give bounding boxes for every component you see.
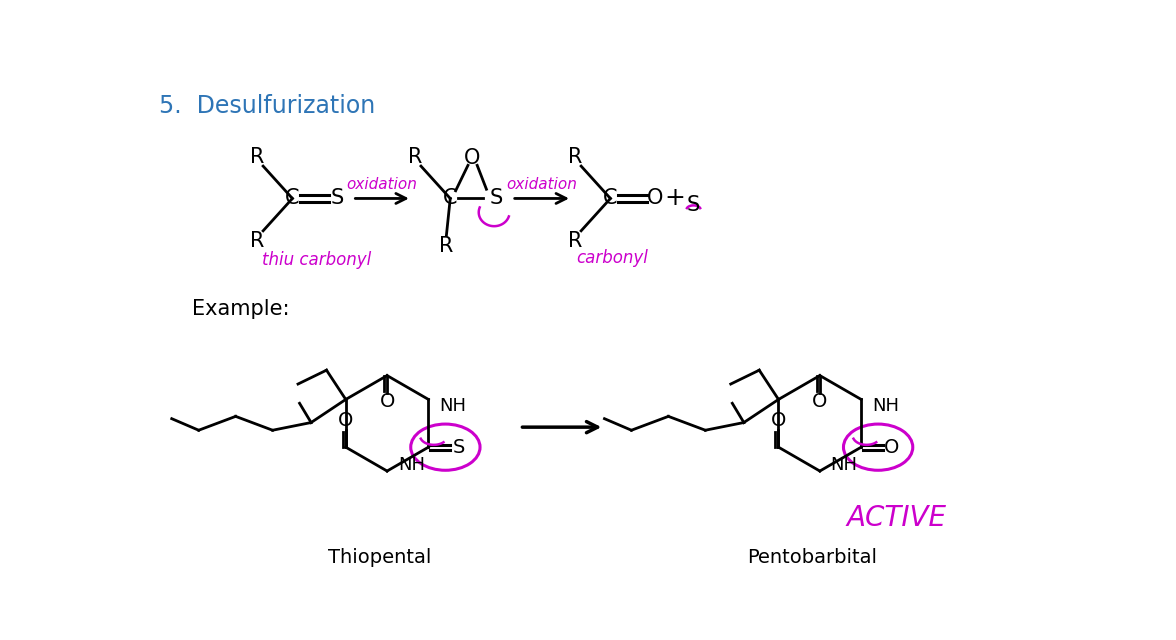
Text: O: O [813,392,828,412]
Text: R: R [568,231,582,251]
Text: S: S [330,188,343,209]
Text: C: C [285,188,300,209]
Text: carbonyl: carbonyl [576,248,648,266]
Text: Thiopental: Thiopental [328,548,432,567]
Text: C: C [603,188,617,209]
Text: C: C [443,188,457,209]
Text: ACTIVE: ACTIVE [847,504,947,532]
Text: +: + [664,186,686,211]
Text: R: R [408,147,422,167]
Text: O: O [884,438,900,457]
Text: NH: NH [397,456,425,474]
Text: oxidation: oxidation [347,177,417,192]
Text: O: O [647,188,663,209]
Text: S: S [453,438,466,457]
Text: O: O [463,148,480,168]
Text: thiu carbonyl: thiu carbonyl [261,251,370,269]
Text: Pentobarbital: Pentobarbital [747,548,877,567]
Text: NH: NH [830,456,857,474]
Text: NH: NH [871,397,898,415]
Text: S: S [687,195,700,214]
Text: R: R [439,236,454,256]
Text: NH: NH [439,397,466,415]
Text: S: S [490,188,503,209]
Text: O: O [380,392,395,412]
Text: O: O [338,412,354,431]
Text: 5.  Desulfurization: 5. Desulfurization [159,93,375,118]
Text: R: R [249,231,265,251]
Text: oxidation: oxidation [507,177,577,192]
Text: O: O [770,412,787,431]
Text: R: R [249,147,265,167]
Text: R: R [568,147,582,167]
Text: Example:: Example: [193,298,289,319]
